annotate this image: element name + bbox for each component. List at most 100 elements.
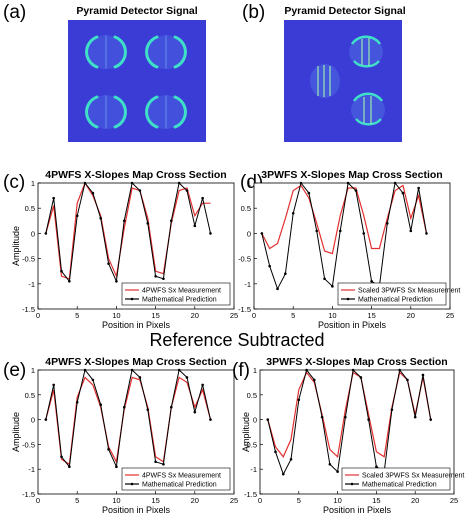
data-point [76, 214, 79, 217]
y-tick-label: -0.5 [22, 255, 35, 264]
x-tick-label: 10 [333, 496, 341, 505]
data-point [429, 418, 432, 421]
x-tick-label: 0 [252, 311, 256, 320]
data-point [45, 418, 48, 421]
legend-entry: Mathematical Prediction [358, 297, 433, 304]
y-tick-label: -1.5 [238, 305, 251, 314]
data-point [131, 369, 134, 372]
y-tick-label: -1.5 [22, 490, 35, 499]
detector-image-4pwfs [68, 20, 206, 142]
data-point [261, 232, 264, 235]
legend-marker [347, 298, 350, 301]
y-tick-label: -1 [28, 280, 35, 289]
x-tick-label: 5 [75, 311, 79, 320]
panel-b-label: (b) [242, 2, 265, 23]
data-point [321, 416, 324, 419]
data-point [60, 270, 63, 273]
data-point [170, 406, 173, 409]
chart-title: 4PWFS X-Slopes Map Cross Section [45, 356, 226, 368]
data-point [323, 277, 326, 280]
data-point [52, 384, 55, 387]
x-tick-label: 10 [328, 311, 336, 320]
data-point [178, 182, 181, 185]
x-axis-label: Position in Pixels [318, 320, 387, 330]
data-point [154, 460, 157, 463]
y-tick-label: 1 [31, 179, 35, 188]
x-tick-label: 5 [291, 311, 295, 320]
data-point [186, 376, 189, 379]
data-point [186, 189, 189, 192]
data-point [402, 192, 405, 195]
data-point [336, 470, 339, 473]
y-tick-label: 0 [31, 416, 35, 425]
x-tick-label: 25 [450, 496, 458, 505]
data-point [315, 230, 318, 233]
data-point [367, 418, 370, 421]
x-tick-label: 15 [151, 311, 159, 320]
legend-entry: 4PWFS Sx Measurement [142, 288, 221, 295]
data-point [298, 398, 301, 401]
data-point [414, 416, 417, 419]
data-point [76, 401, 79, 404]
x-tick-label: 5 [75, 496, 79, 505]
data-point [300, 182, 303, 185]
x-tick-label: 25 [446, 311, 454, 320]
data-point [386, 222, 389, 225]
data-point [201, 384, 204, 387]
y-tick-label: 0.5 [25, 204, 35, 213]
panel-a-label: (a) [3, 2, 26, 23]
y-tick-label: 1 [31, 366, 35, 375]
x-tick-label: 25 [230, 311, 238, 320]
data-point [194, 225, 197, 228]
legend-entry: Mathematical Prediction [142, 297, 217, 304]
panel-a: (a) Pyramid Detector Signal [3, 2, 206, 142]
data-point [107, 262, 110, 265]
data-point [352, 369, 355, 372]
data-point [331, 285, 334, 288]
x-axis-label: Position in Pixels [102, 505, 171, 515]
legend-entry: Scaled 3PWFS Sx Measurement [358, 288, 460, 295]
data-point [329, 463, 332, 466]
data-point [99, 217, 102, 220]
data-point [139, 189, 142, 192]
legend-marker [131, 298, 134, 301]
y-tick-label: -1.5 [244, 490, 257, 499]
panel-b: (b) Pyramid Detector Signal [242, 2, 406, 142]
data-point [60, 456, 63, 459]
data-point [274, 451, 277, 454]
data-point [146, 222, 149, 225]
x-tick-label: 25 [230, 496, 238, 505]
y-tick-label: -1.5 [22, 305, 35, 314]
x-tick-label: 0 [36, 496, 40, 505]
legend-entry: Mathematical Prediction [142, 482, 217, 489]
data-point [84, 369, 87, 372]
data-point [425, 232, 428, 235]
reference-subtracted-banner: Reference Subtracted [149, 330, 324, 350]
x-tick-label: 20 [411, 496, 419, 505]
x-tick-label: 15 [367, 311, 375, 320]
y-axis-label: Amplitude [241, 412, 251, 452]
data-point [305, 369, 308, 372]
data-point [370, 280, 373, 283]
chart-title: 3PWFS X-Slopes Map Cross Section [261, 169, 442, 181]
data-point [422, 374, 425, 377]
data-point [268, 265, 271, 268]
data-point [360, 376, 363, 379]
y-axis-label: Amplitude [11, 226, 21, 266]
y-tick-label: -1 [250, 465, 257, 474]
data-point [313, 379, 316, 382]
data-point [52, 197, 55, 200]
data-point [123, 220, 126, 223]
data-point [107, 448, 110, 451]
y-tick-label: 0 [247, 229, 251, 238]
data-point [391, 408, 394, 411]
data-point [92, 379, 95, 382]
chart-c: (c) 4PWFS X-Slopes Map Cross Section0 5 10 1… [3, 169, 238, 330]
data-point [84, 182, 87, 185]
data-point [339, 230, 342, 233]
data-point [131, 182, 134, 185]
data-point [92, 192, 95, 195]
chart-e: (e) 4PWFS X-Slopes Map Cross Section0 5 10 1… [3, 356, 238, 515]
data-point [362, 232, 365, 235]
data-point [266, 418, 269, 421]
